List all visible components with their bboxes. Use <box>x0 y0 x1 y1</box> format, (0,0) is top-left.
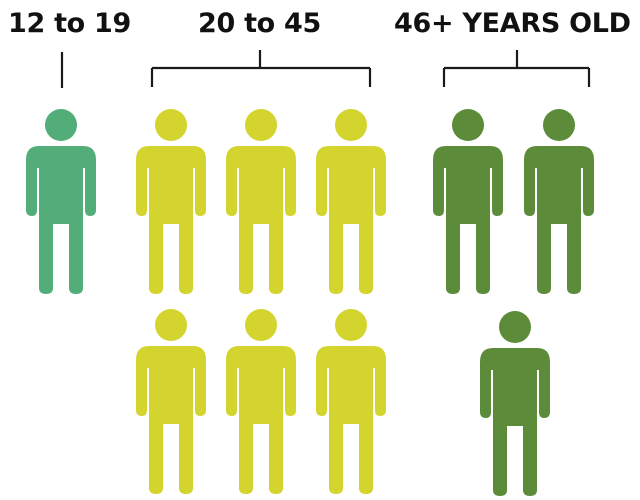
person-icon-46-plus-1 <box>431 108 505 294</box>
bracket-20-to-45 <box>150 50 372 87</box>
person-icon-20-to-45-4 <box>134 308 208 494</box>
person-icon-20-to-45-2 <box>224 108 298 294</box>
person-icon-46-plus-2 <box>522 108 596 294</box>
group-label-12-to-19: 12 to 19 <box>8 8 132 39</box>
person-icon-20-to-45-5 <box>224 308 298 494</box>
person-icon-20-to-45-3 <box>314 108 388 294</box>
person-icon-46-plus-3 <box>478 310 552 496</box>
group-label-20-to-45: 20 to 45 <box>198 8 322 39</box>
person-icon-20-to-45-1 <box>134 108 208 294</box>
group-label-46-plus: 46+ YEARS OLD <box>394 8 631 39</box>
person-icon-12-to-19-1 <box>24 108 98 294</box>
bracket-46-plus <box>442 50 591 87</box>
person-icon-20-to-45-6 <box>314 308 388 494</box>
